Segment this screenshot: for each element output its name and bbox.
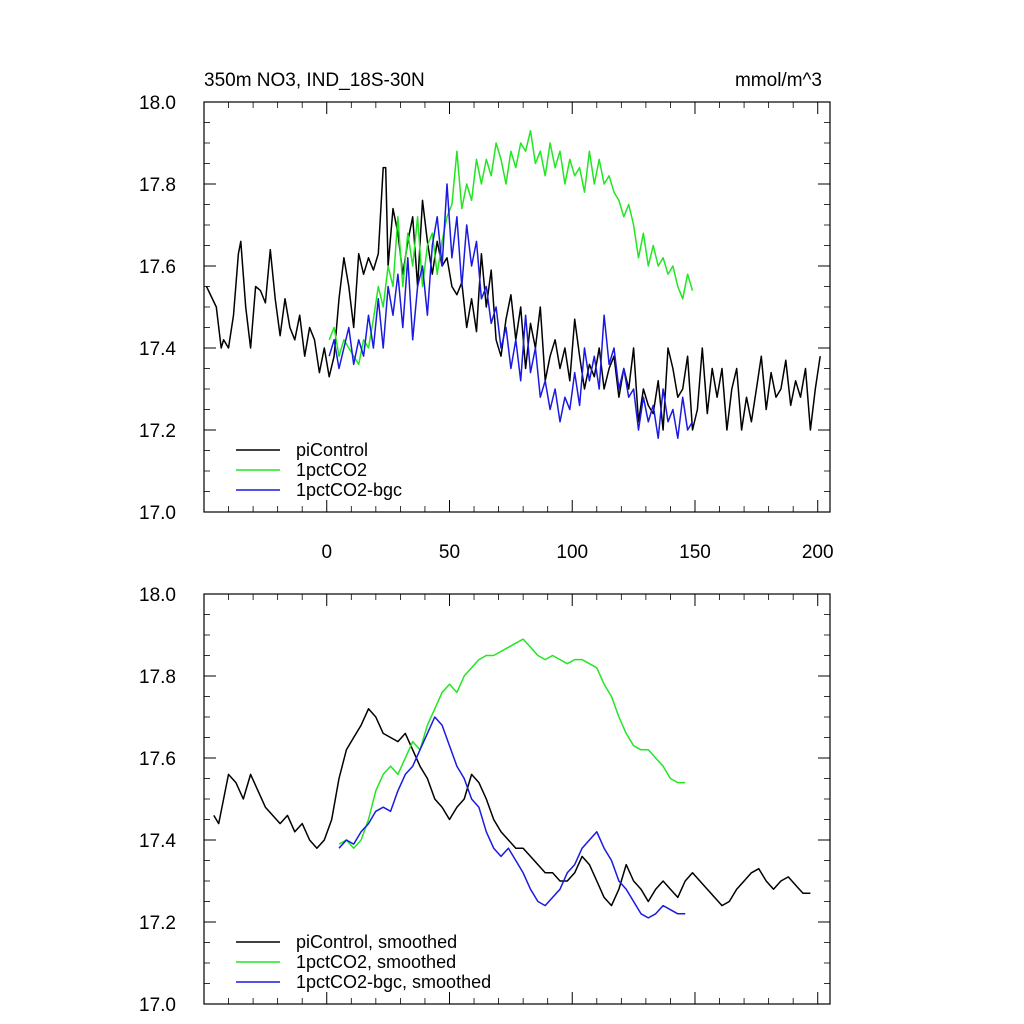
series-line-1 [328,129,694,366]
series-line-2 [338,716,686,919]
bottom-panel: 17.0 17.2 17.4 17.6 17.8 18.0 piControl, smoo… [139,585,831,1016]
series-line-1 [338,638,686,849]
y-tick-label: 18.0 [139,93,176,114]
y-tick-label: 17.8 [139,667,176,688]
chart-title: 350m NO3, IND_18S-30N [204,70,425,91]
x-tick-label: 0 [321,542,332,563]
y-tick-label: 17.0 [139,995,176,1016]
top-panel: 350m NO3, IND_18S-30N mmol/m^3 17.017.21… [139,70,834,563]
legend-label-1: 1pctCO2, smoothed [296,952,456,972]
top-ticks: 17.0 17.2 17.4 17.6 17.8 18.0 0 50 100 150 200 [139,93,834,563]
x-tick-label: 200 [802,542,834,563]
series-line-0 [205,166,821,431]
legend-label-0: piControl [296,440,368,460]
x-tick-label: 150 [679,542,711,563]
units-label: mmol/m^3 [735,70,822,91]
y-tick-label: 17.2 [139,421,176,442]
y-tick-label: 17.4 [139,339,176,360]
bottom-series [213,638,811,919]
y-tick-label: 17.6 [139,257,176,278]
legend-label-0: piControl, smoothed [296,932,457,952]
y-tick-label: 17.8 [139,175,176,196]
bottom-ticks: 17.0 17.2 17.4 17.6 17.8 18.0 [139,585,830,1016]
y-tick-label: 17.0 [139,503,176,524]
top-series [205,129,821,439]
legend-label-1: 1pctCO2 [296,460,367,480]
legend-label-2: 1pctCO2-bgc [296,480,402,500]
y-tick-label: 17.2 [139,913,176,934]
legend-label-2: 1pctCO2-bgc, smoothed [296,972,491,992]
x-tick-label: 50 [439,542,460,563]
x-tick-label: 100 [556,542,588,563]
y-tick-label: 17.6 [139,749,176,770]
y-tick-label: 17.4 [139,831,176,852]
series-line-2 [328,183,694,439]
y-tick-label: 18.0 [139,585,176,606]
series-line-0 [213,708,811,907]
bottom-plot-frame [203,593,831,1005]
top-plot-frame [203,101,831,513]
